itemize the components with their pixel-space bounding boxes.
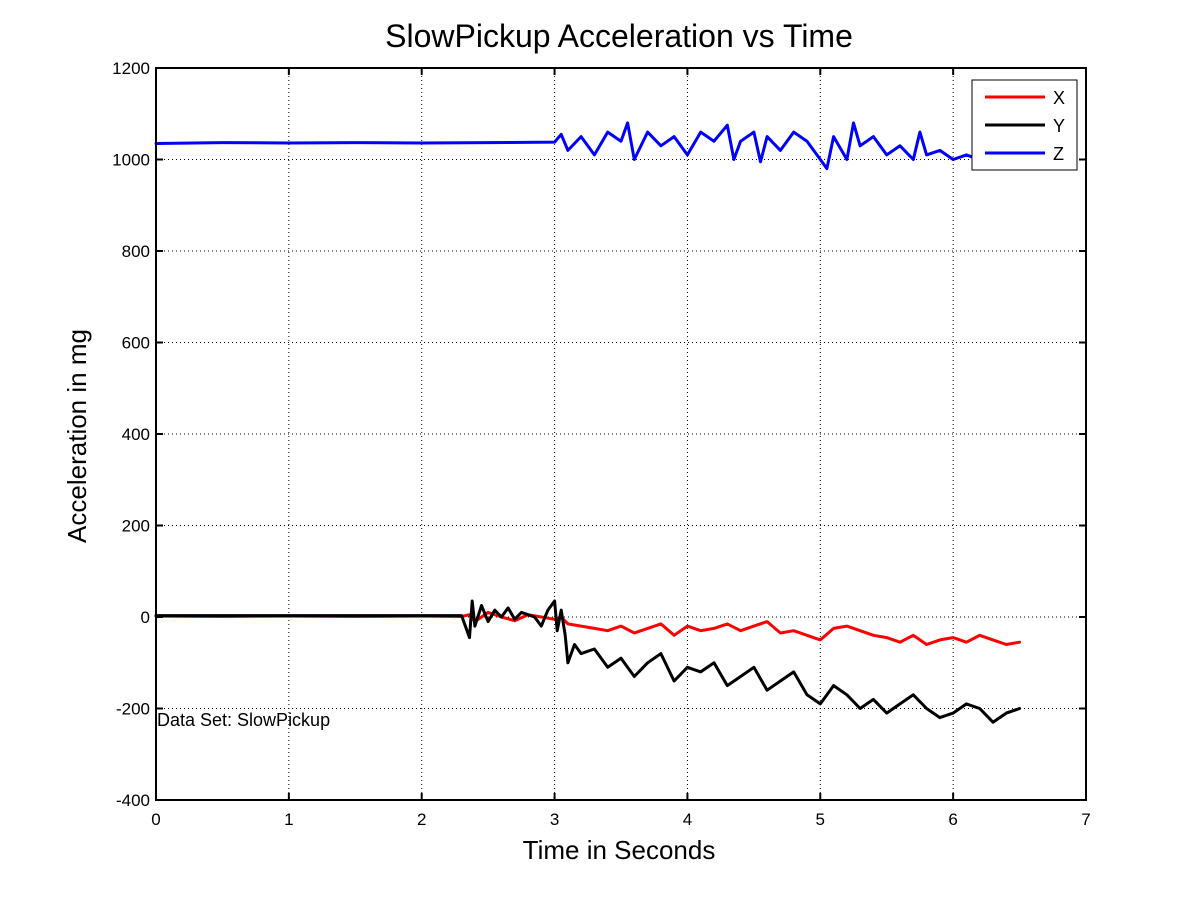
y-tick-label: -400 <box>116 791 150 810</box>
y-tick-label: 1200 <box>112 59 150 78</box>
dataset-annotation: Data Set: SlowPickup <box>157 710 330 730</box>
x-tick-label: 6 <box>948 810 957 829</box>
y-tick-label: -200 <box>116 700 150 719</box>
legend: X Y Z <box>971 79 1078 171</box>
legend-label-x: X <box>1053 88 1065 108</box>
chart-title: SlowPickup Acceleration vs Time <box>385 18 853 54</box>
series-line-x <box>154 610 1022 646</box>
legend-label-z: Z <box>1053 144 1064 164</box>
x-tick-label: 0 <box>151 810 160 829</box>
x-tick-label: 7 <box>1081 810 1090 829</box>
x-tick-label: 2 <box>417 810 426 829</box>
legend-label-y: Y <box>1053 116 1065 136</box>
y-tick-label: 400 <box>122 425 150 444</box>
series-line-y <box>154 599 1022 724</box>
grid <box>156 68 1086 800</box>
y-tick-label: 600 <box>122 334 150 353</box>
ticks <box>155 67 1087 801</box>
y-tick-label: 1000 <box>112 151 150 170</box>
series-line-z <box>154 121 1022 171</box>
x-tick-label: 3 <box>550 810 559 829</box>
y-axis-label: Acceleration in mg <box>62 329 92 543</box>
series-layer <box>154 121 1022 724</box>
y-tick-label: 0 <box>141 608 150 627</box>
x-tick-label: 1 <box>284 810 293 829</box>
x-tick-label: 4 <box>683 810 692 829</box>
y-tick-label: 200 <box>122 517 150 536</box>
x-axis-label: Time in Seconds <box>523 835 716 865</box>
tick-labels: 0 1 2 3 4 5 6 7 -400 -200 0 200 400 600 800 1000 1200 <box>112 59 1091 829</box>
y-tick-label: 800 <box>122 242 150 261</box>
x-tick-label: 5 <box>816 810 825 829</box>
